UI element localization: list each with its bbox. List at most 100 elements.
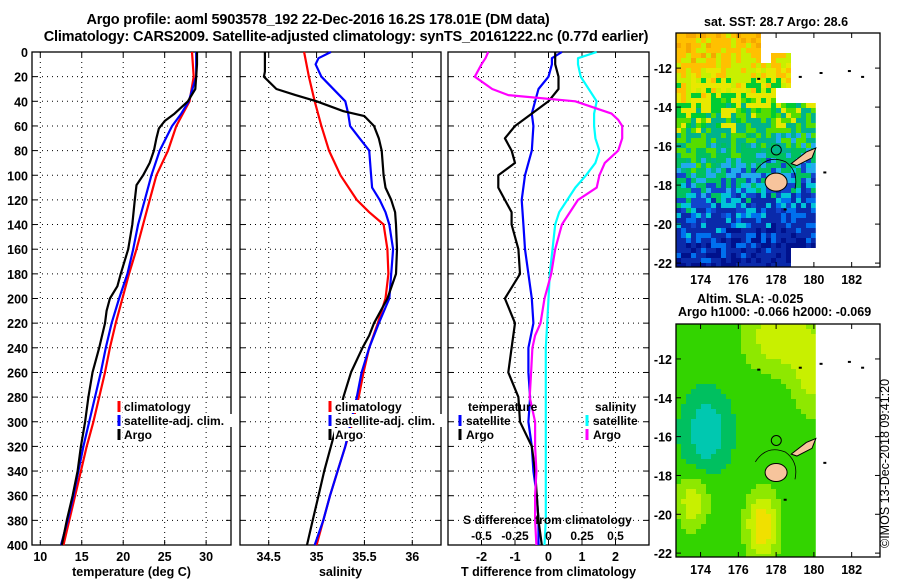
map-cell: [716, 58, 721, 63]
map-cell: [681, 394, 686, 399]
map-cell: [726, 429, 731, 434]
map-cell: [811, 243, 816, 248]
map-cell: [716, 329, 721, 334]
map-cell: [721, 243, 726, 248]
map-cell: [711, 188, 716, 193]
map-cell: [726, 519, 731, 524]
map-cell: [766, 529, 771, 534]
map-cell: [736, 539, 741, 544]
map-cell: [811, 173, 816, 178]
map-cell: [751, 263, 756, 267]
map-cell: [676, 369, 681, 374]
map-cell: [691, 514, 696, 519]
map-cell: [691, 459, 696, 464]
map-cell: [716, 554, 721, 557]
map-cell: [756, 429, 761, 434]
map-cell: [776, 108, 781, 113]
map-cell: [811, 103, 816, 108]
map-cell: [741, 519, 746, 524]
map-cell: [746, 43, 751, 48]
map-cell: [776, 208, 781, 213]
map-cell: [701, 419, 706, 424]
map-cell: [786, 459, 791, 464]
legend-entry: satellite: [593, 414, 638, 428]
secondary-x-tick-label: -0.5: [471, 529, 492, 543]
map-cell: [791, 128, 796, 133]
map-cell: [786, 394, 791, 399]
legend-entry: satellite-adj. clim.: [124, 414, 224, 428]
map-cell: [766, 193, 771, 198]
map-cell: [696, 329, 701, 334]
map-cell: [741, 404, 746, 409]
map-cell: [691, 258, 696, 263]
map-cell: [776, 133, 781, 138]
map-cell: [686, 429, 691, 434]
map-cell: [686, 509, 691, 514]
map-cell: [716, 514, 721, 519]
map-cell: [746, 334, 751, 339]
map-cell: [726, 223, 731, 228]
map-cell: [681, 464, 686, 469]
map-cell: [761, 469, 766, 474]
map-cell: [746, 504, 751, 509]
map-cell: [741, 499, 746, 504]
map-cell: [806, 494, 811, 499]
map-cell: [786, 143, 791, 148]
y-tick-label: 180: [7, 268, 28, 282]
map-cell: [696, 339, 701, 344]
map-cell: [676, 118, 681, 123]
map-cell: [726, 414, 731, 419]
map-cell: [686, 208, 691, 213]
map-cell: [701, 73, 706, 78]
map-cell: [751, 173, 756, 178]
map-cell: [751, 534, 756, 539]
map-cell: [716, 218, 721, 223]
map-cell: [796, 394, 801, 399]
map-cell: [776, 424, 781, 429]
map-cell: [756, 223, 761, 228]
map-cell: [681, 33, 686, 38]
map-cell: [706, 128, 711, 133]
map-cell: [746, 123, 751, 128]
map-cell: [786, 218, 791, 223]
map-cell: [691, 48, 696, 53]
map-cell: [706, 133, 711, 138]
map-cell: [766, 108, 771, 113]
map-cell: [686, 118, 691, 123]
map-cell: [756, 394, 761, 399]
map-cell: [741, 464, 746, 469]
map-cell: [781, 409, 786, 414]
map-cell: [696, 228, 701, 233]
map-cell: [736, 203, 741, 208]
map-cell: [781, 489, 786, 494]
map-cell: [721, 138, 726, 143]
map-cell: [721, 168, 726, 173]
map-cell: [711, 434, 716, 439]
map-cell: [761, 163, 766, 168]
map-cell: [676, 364, 681, 369]
map-cell: [681, 163, 686, 168]
map-cell: [681, 118, 686, 123]
map-cell: [716, 524, 721, 529]
map-cell: [746, 133, 751, 138]
map-cell: [716, 529, 721, 534]
map-cell: [781, 253, 786, 258]
map-cell: [686, 188, 691, 193]
map-cell: [811, 449, 816, 454]
map-cell: [771, 439, 776, 444]
map-cell: [811, 213, 816, 218]
map-cell: [731, 434, 736, 439]
map-cell: [746, 128, 751, 133]
map-cell: [706, 98, 711, 103]
map-cell: [766, 188, 771, 193]
map-cell: [691, 519, 696, 524]
x-tick-label: -2: [476, 550, 487, 564]
map-cell: [761, 484, 766, 489]
map-cell: [796, 324, 801, 329]
map-cell: [721, 148, 726, 153]
map-cell: [721, 128, 726, 133]
map-cell: [796, 193, 801, 198]
map-cell: [696, 113, 701, 118]
map-cell: [776, 198, 781, 203]
map-cell: [761, 504, 766, 509]
